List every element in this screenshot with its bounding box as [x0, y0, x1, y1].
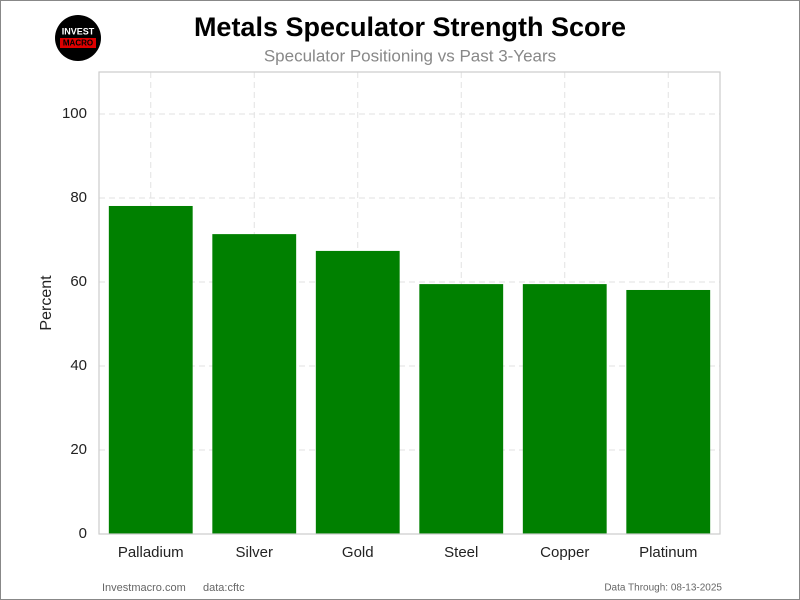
y-tick-label: 0: [79, 525, 87, 542]
plot-frame: [98, 71, 721, 535]
x-tick-label: Platinum: [639, 544, 697, 561]
y-tick-label: 40: [70, 357, 87, 374]
plot-area: 0 20 40 60 80 100 Palladium Silver Gold Steel Copp…: [62, 72, 720, 561]
y-axis-label: Percent: [38, 275, 55, 331]
logo-text: INVEST: [62, 26, 95, 36]
y-tick-label: 80: [70, 189, 87, 206]
bar: [315, 250, 400, 535]
bar: [212, 234, 297, 534]
x-tick-label: Silver: [235, 544, 273, 561]
bar: [522, 284, 607, 534]
logo: INVEST MACRO: [55, 15, 101, 61]
data-date-note: Data Through: 08-13-2025: [604, 583, 722, 594]
logo-subtext: MACRO: [63, 39, 93, 48]
chart-subtitle: Speculator Positioning vs Past 3-Years: [264, 46, 556, 65]
x-tick-label: Steel: [444, 544, 478, 561]
x-tick-label: Gold: [342, 544, 374, 561]
chart-title: Metals Speculator Strength Score: [194, 12, 626, 42]
source: Investmacro.com: [102, 582, 186, 594]
bar: [108, 205, 193, 535]
y-tick-label: 60: [70, 273, 87, 290]
data-source: data:cftc: [203, 582, 245, 594]
x-tick-label: Palladium: [118, 544, 184, 561]
y-tick-label: 20: [70, 441, 87, 458]
logo-stripe: [60, 38, 96, 48]
bar: [626, 289, 711, 534]
y-tick-label: 100: [62, 105, 87, 122]
bar: [419, 284, 504, 534]
x-tick-label: Copper: [540, 544, 589, 561]
